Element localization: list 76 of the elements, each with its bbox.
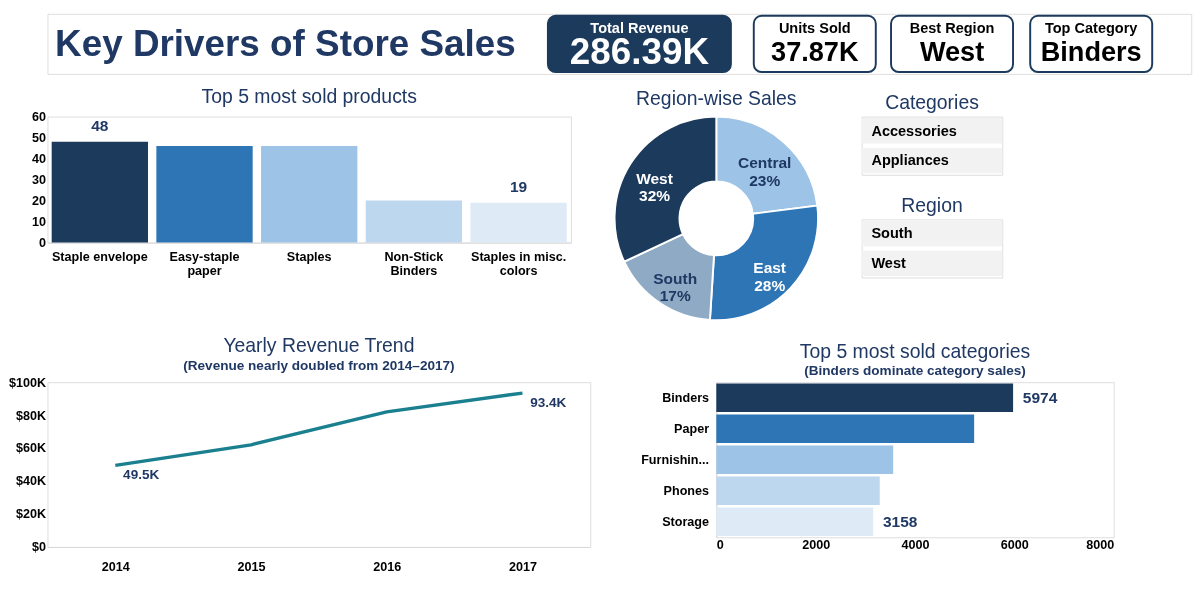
text: Binders xyxy=(1040,36,1142,68)
y-tick-label: Phones xyxy=(663,483,710,498)
x-tick-label: Staple envelope xyxy=(51,249,148,264)
text: West xyxy=(919,36,985,68)
chart-title: Region-wise Sales xyxy=(636,86,797,109)
data-label: 48 xyxy=(91,117,109,135)
bar xyxy=(716,507,874,537)
y-tick-label: $100K xyxy=(8,375,47,390)
x-tick-label: 2017 xyxy=(508,559,537,574)
x-tick-label: 2014 xyxy=(101,559,130,574)
chart-title: Top 5 most sold categories xyxy=(799,339,1031,362)
chart-title: Top 5 most sold products xyxy=(201,85,417,108)
y-tick-label: 0 xyxy=(39,235,47,250)
data-label: 32% xyxy=(639,187,671,205)
text: West xyxy=(871,255,906,272)
x-tick-label: Staples in misc. colors xyxy=(470,249,567,279)
data-label: 19 xyxy=(509,178,528,196)
text: Top Category xyxy=(1044,19,1138,36)
y-tick-label: 40 xyxy=(32,151,47,166)
text: Categories xyxy=(885,90,979,113)
bar xyxy=(716,476,880,506)
line-series xyxy=(113,391,525,468)
y-tick-label: Furnishin... xyxy=(641,452,710,467)
bar xyxy=(716,445,894,474)
x-tick-label: Easy-staple paper xyxy=(169,249,240,279)
data-label: 5974 xyxy=(1022,388,1058,406)
bar xyxy=(156,146,253,243)
x-tick-label: 0 xyxy=(716,538,724,553)
y-tick-label: Binders xyxy=(662,390,710,405)
slice-label: Central xyxy=(738,154,792,172)
y-tick-label: $80K xyxy=(15,408,47,423)
text: Best Region xyxy=(909,19,995,36)
slice-label: East xyxy=(753,259,787,277)
bar xyxy=(716,383,1014,412)
x-tick-label: 8000 xyxy=(1086,538,1115,553)
bar xyxy=(261,146,358,243)
chart-subtitle: (Revenue nearly doubled from 2014–2017) xyxy=(183,357,455,373)
data-label: 23% xyxy=(749,171,781,189)
bar xyxy=(365,200,463,243)
chart-subtitle: (Binders dominate category sales) xyxy=(804,363,1026,379)
x-tick-label: 6000 xyxy=(1000,538,1029,553)
y-tick-label: $20K xyxy=(15,507,47,522)
data-label: 49.5K xyxy=(123,466,160,482)
data-label: 3158 xyxy=(882,512,918,530)
x-tick-label: 2000 xyxy=(802,538,831,553)
text: South xyxy=(871,225,913,242)
text: Accessories xyxy=(871,122,957,139)
bar xyxy=(51,141,148,243)
y-tick-label: 60 xyxy=(32,109,47,124)
text: Key Drivers of Store Sales xyxy=(55,23,516,65)
x-tick-label: Staples xyxy=(286,249,332,264)
x-tick-label: 4000 xyxy=(901,538,930,553)
y-tick-label: $60K xyxy=(15,441,47,456)
y-tick-label: $40K xyxy=(15,474,47,489)
text: Units Sold xyxy=(778,19,851,36)
data-label: 17% xyxy=(659,287,691,305)
chart-title: Yearly Revenue Trend xyxy=(223,334,415,357)
x-tick-label: 2016 xyxy=(373,559,402,574)
y-tick-label: 50 xyxy=(32,130,47,145)
y-tick-label: Paper xyxy=(674,421,710,436)
y-tick-label: 20 xyxy=(32,193,47,208)
bar xyxy=(716,414,975,443)
x-tick-label: Non-Stick Binders xyxy=(384,249,445,279)
bar xyxy=(470,202,567,243)
y-tick-label: 10 xyxy=(32,214,47,229)
y-tick-label: $0 xyxy=(32,540,47,555)
text: Region xyxy=(901,193,963,216)
y-tick-label: 30 xyxy=(32,172,47,187)
text: Appliances xyxy=(871,152,949,169)
slice-label: West xyxy=(636,170,673,188)
text: 37.87K xyxy=(771,36,859,68)
x-tick-label: 2015 xyxy=(237,559,266,574)
y-tick-label: Storage xyxy=(662,514,710,529)
data-label: 93.4K xyxy=(530,394,567,410)
slice-label: South xyxy=(653,269,698,287)
data-label: 28% xyxy=(754,276,786,294)
